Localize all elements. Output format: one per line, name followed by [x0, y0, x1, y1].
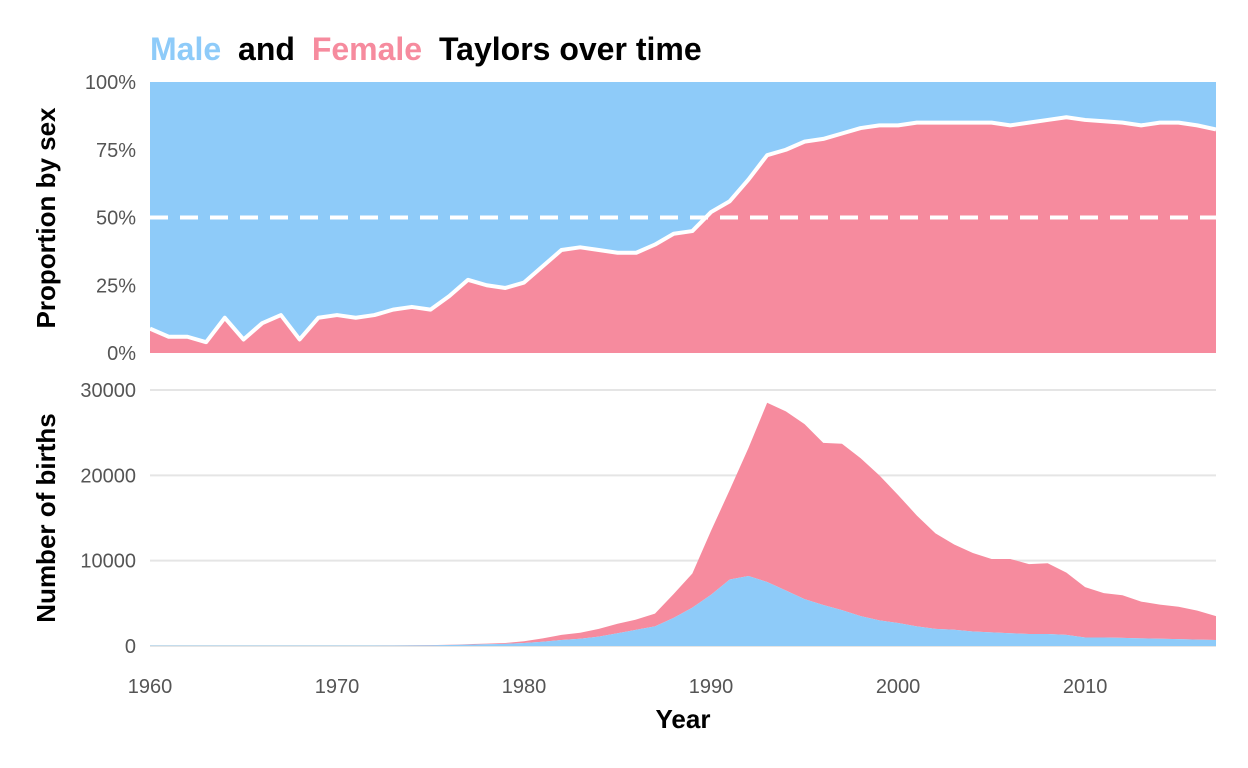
title-rest: Taylors over time — [439, 31, 702, 67]
x-axis-title: Year — [656, 704, 711, 734]
year-x-ticks: 1960 1970 1980 1990 2000 2010 — [128, 676, 1108, 698]
births-y-tick-label: 10000 — [80, 551, 136, 573]
proportion-y-tick-label: 50% — [96, 208, 136, 230]
proportion-y-tick-label: 0% — [107, 343, 136, 365]
title-and-word: and — [238, 31, 295, 67]
births-y-tick-label: 30000 — [80, 380, 136, 402]
proportion-y-tick-label: 75% — [96, 140, 136, 162]
year-x-tick-label: 1990 — [689, 676, 734, 698]
births-areas — [150, 402, 1216, 646]
year-x-tick-label: 1970 — [315, 676, 360, 698]
year-x-tick-label: 1960 — [128, 676, 173, 698]
births-panel: 0 10000 20000 30000 1960 1970 1980 1990 2000 201… — [31, 380, 1216, 734]
year-x-tick-label: 1980 — [502, 676, 547, 698]
male-births-area — [150, 576, 1216, 646]
births-y-axis-title: Number of births — [31, 413, 61, 622]
title-male-word: Male — [150, 31, 221, 67]
proportion-areas — [149, 82, 1217, 353]
female-male-boundary-line — [149, 115, 1217, 345]
proportion-y-tick-label: 25% — [96, 275, 136, 297]
births-y-ticks: 0 10000 20000 30000 — [80, 380, 136, 658]
births-y-tick-label: 0 — [125, 636, 136, 658]
proportion-y-tick-label: 100% — [85, 72, 136, 94]
chart-title: Male and Female Taylors over time — [150, 31, 702, 67]
proportion-panel: 0% 25% 50% 75% 100% Proportion by sex — [31, 72, 1217, 365]
proportion-y-axis-title: Proportion by sex — [31, 107, 61, 329]
title-female-word: Female — [312, 31, 422, 67]
births-y-tick-label: 20000 — [80, 465, 136, 487]
year-x-tick-label: 2000 — [876, 676, 921, 698]
female-births-area — [150, 402, 1216, 646]
female-proportion-area — [150, 117, 1216, 353]
proportion-y-ticks: 0% 25% 50% 75% 100% — [85, 72, 136, 365]
year-x-tick-label: 2010 — [1063, 676, 1108, 698]
